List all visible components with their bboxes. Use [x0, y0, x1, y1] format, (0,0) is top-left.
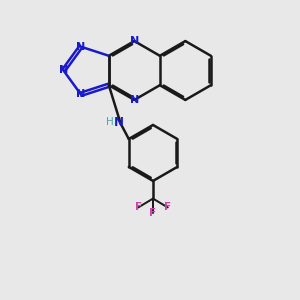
Text: N: N: [59, 65, 68, 76]
Text: F: F: [135, 202, 142, 212]
Text: F: F: [149, 208, 157, 218]
Text: F: F: [164, 202, 171, 212]
Text: N: N: [130, 95, 139, 105]
Text: N: N: [76, 89, 86, 99]
Text: H: H: [106, 117, 114, 127]
Text: N: N: [130, 36, 139, 46]
Text: N: N: [114, 116, 124, 128]
Text: N: N: [76, 42, 86, 52]
